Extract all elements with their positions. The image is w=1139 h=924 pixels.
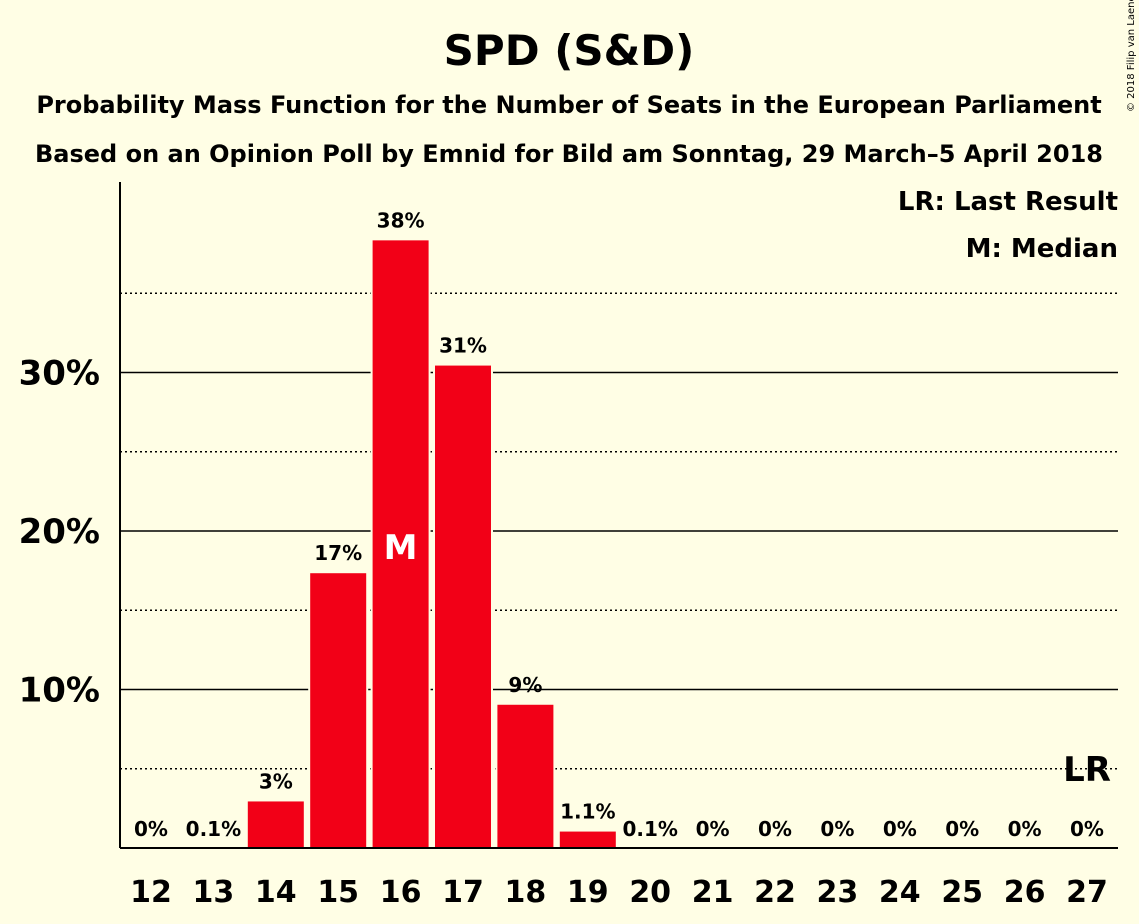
data-label: 0% — [945, 817, 979, 841]
data-label: 3% — [259, 769, 293, 793]
x-tick-label: 21 — [692, 875, 734, 910]
chart-subtitle-line-2: Based on an Opinion Poll by Emnid for Bi… — [35, 140, 1103, 168]
x-tick-label: 16 — [380, 875, 422, 910]
x-tick-label: 18 — [505, 875, 547, 910]
x-tick-label: 23 — [817, 875, 859, 910]
legend-last-result: LR: Last Result — [898, 187, 1118, 217]
chart-title: SPD (S&D) — [444, 26, 695, 75]
chart-subtitle-line-1: Probability Mass Function for the Number… — [36, 91, 1101, 119]
x-tick-label: 19 — [567, 875, 609, 910]
bars — [183, 238, 681, 850]
x-tick-label: 20 — [629, 875, 671, 910]
bar-seats-18 — [495, 702, 556, 850]
data-label: 0% — [758, 817, 792, 841]
data-label: 0% — [1008, 817, 1042, 841]
axes: 10% 20% 30% 12 13 14 15 16 17 18 19 20 21 22 23 24 25 26 2… — [19, 182, 1118, 910]
gridlines — [120, 292, 1118, 770]
data-labels: 0% 0.1% 3% 17% 38% M 31% 9% 1.1% 0.1% 0% 0% 0% 0% 0% 0%… — [134, 208, 1111, 841]
legend-median: M: Median — [966, 234, 1118, 264]
bar-seats-17 — [433, 363, 493, 849]
x-tick-label: 26 — [1004, 875, 1046, 910]
data-label: 17% — [314, 541, 362, 565]
x-tick-label: 14 — [255, 875, 297, 910]
x-tick-label: 27 — [1066, 875, 1108, 910]
data-label: 38% — [377, 208, 425, 232]
data-label: 9% — [508, 673, 542, 697]
x-tick-label: 13 — [193, 875, 235, 910]
x-tick-label: 22 — [754, 875, 796, 910]
x-tick-label: 15 — [317, 875, 359, 910]
data-label: 31% — [439, 334, 487, 358]
last-result-marker: LR — [1063, 750, 1111, 790]
y-tick-label: 30% — [19, 354, 100, 394]
data-label: 0% — [883, 817, 917, 841]
bar-seats-19 — [557, 829, 618, 850]
data-label: 0% — [696, 817, 730, 841]
y-tick-label: 10% — [19, 671, 100, 711]
copyright-notice: © 2018 Filip van Laenen — [1126, 0, 1137, 112]
x-tick-label: 17 — [442, 875, 484, 910]
x-tick-label: 12 — [130, 875, 172, 910]
x-tick-label: 25 — [941, 875, 983, 910]
data-label: 1.1% — [560, 800, 615, 824]
median-marker: M — [384, 528, 418, 568]
data-label: 0% — [820, 817, 854, 841]
y-tick-label: 20% — [19, 512, 100, 552]
x-tick-label: 24 — [879, 875, 921, 910]
bar-seats-16 — [370, 238, 431, 850]
bar-seats-15 — [308, 571, 369, 850]
data-label: 0.1% — [622, 817, 677, 841]
data-label: 0% — [134, 817, 168, 841]
data-label: 0% — [1070, 817, 1104, 841]
data-label: 0.1% — [186, 817, 241, 841]
bar-seats-14 — [245, 799, 306, 850]
